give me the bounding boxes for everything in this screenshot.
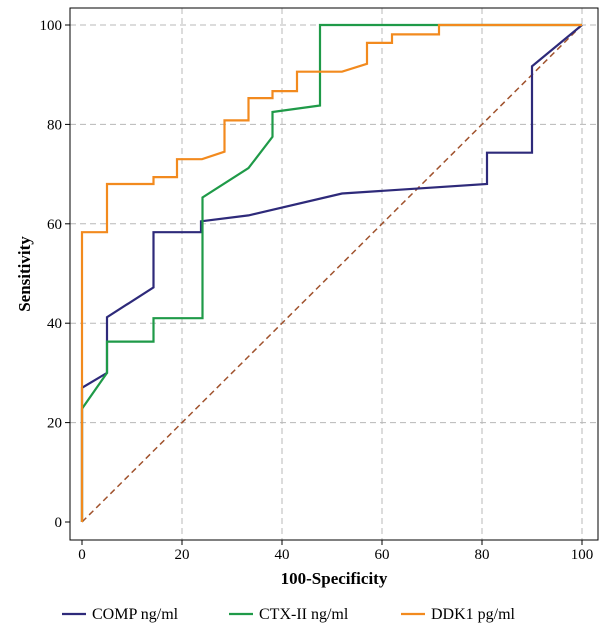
y-tick-label: 0 — [55, 515, 63, 531]
y-axis-title: Sensitivity — [15, 236, 34, 312]
y-tick-label: 60 — [47, 217, 62, 233]
legend: COMP ng/ml CTX-II ng/ml DDK1 pg/ml — [62, 606, 516, 623]
x-tick-label: 0 — [78, 547, 86, 563]
legend-label-1: COMP ng/ml — [92, 606, 179, 623]
series-group — [80, 23, 583, 522]
y-tick-label: 40 — [47, 316, 62, 332]
x-tick-label: 40 — [275, 547, 290, 563]
x-tick-label: 80 — [475, 547, 490, 563]
plot-frame — [69, 7, 599, 541]
y-tick-label: 80 — [47, 117, 62, 133]
reference-diagonal-line — [81, 24, 583, 523]
series-line-3 — [80, 23, 582, 522]
y-axis-ticks: 0 20 40 60 80 100 — [40, 18, 70, 531]
x-axis-title: 100-Specificity — [281, 569, 388, 588]
x-axis-ticks: 0 20 40 60 80 100 — [78, 540, 593, 563]
x-tick-label: 20 — [175, 547, 190, 563]
x-tick-label: 100 — [571, 547, 594, 563]
legend-label-3: DDK1 pg/ml — [431, 606, 516, 623]
y-tick-label: 20 — [47, 416, 62, 432]
legend-label-2: CTX-II ng/ml — [259, 606, 349, 623]
series-line-2 — [80, 23, 582, 522]
x-tick-label: 60 — [375, 547, 390, 563]
y-tick-label: 100 — [40, 18, 63, 34]
